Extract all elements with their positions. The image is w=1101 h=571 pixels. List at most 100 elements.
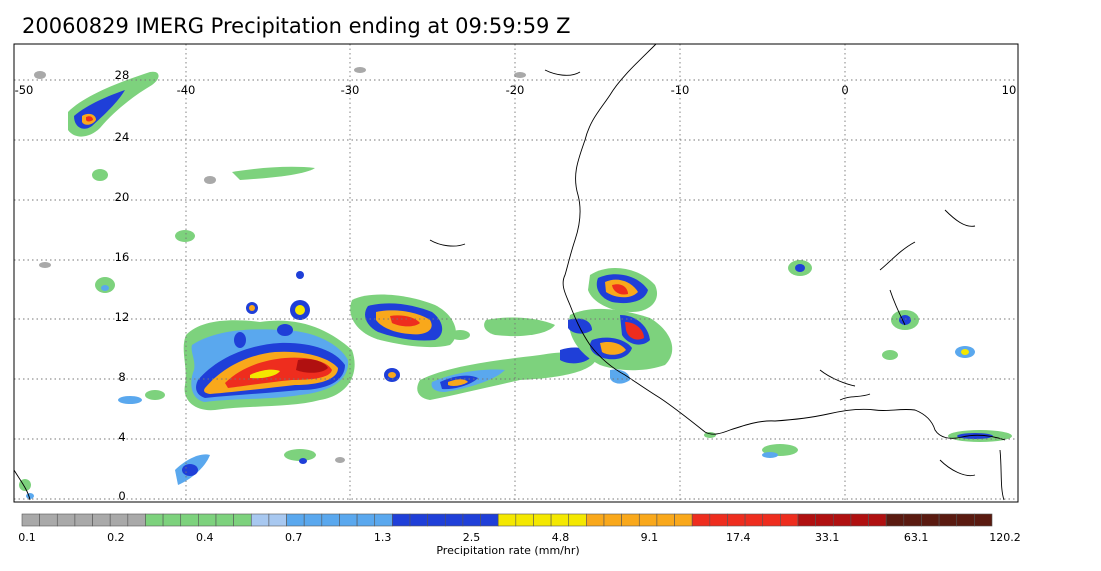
colorbar-swatch	[621, 513, 640, 527]
lat-label: 12	[115, 310, 130, 324]
colorbar-swatch	[762, 513, 781, 527]
colorbar-swatch	[638, 513, 658, 527]
lat-label: 20	[115, 190, 130, 204]
lon-label: -20	[506, 83, 525, 97]
lon-label: -30	[341, 83, 360, 97]
lon-label: 10	[1002, 83, 1017, 97]
colorbar-swatch	[586, 513, 605, 527]
colorbar-swatch	[780, 513, 799, 527]
rain-system-guinea	[568, 267, 673, 384]
colorbar-swatch	[903, 513, 922, 527]
rain-system-28w	[350, 294, 456, 348]
colorbar-swatch	[356, 513, 376, 527]
rain-system-north-atlantic	[68, 71, 159, 137]
colorbar-swatch	[956, 513, 975, 527]
colorbar-swatch	[215, 513, 234, 527]
colorbar-tick-label: 2.5	[463, 531, 481, 544]
rain-band-20w	[417, 317, 596, 400]
colorbar-swatch	[74, 513, 93, 527]
colorbar-swatch	[39, 513, 58, 527]
rain-system-central-atlantic	[183, 320, 355, 411]
colorbar-swatch	[339, 513, 358, 527]
colorbar-swatches	[21, 513, 993, 527]
colorbar-swatch	[198, 513, 217, 527]
colorbar-swatch	[162, 513, 182, 527]
colorbar-tick-label: 1.3	[374, 531, 392, 544]
colorbar-swatch	[444, 513, 464, 527]
colorbar-swatch	[727, 513, 746, 527]
lat-label: 0	[118, 489, 125, 503]
colorbar-swatch	[815, 513, 834, 527]
colorbar-swatch	[656, 513, 675, 527]
colorbar-swatch	[374, 513, 393, 527]
coastline	[14, 44, 1006, 501]
colorbar-swatch	[180, 513, 199, 527]
colorbar-swatch	[392, 513, 411, 527]
colorbar-swatch	[250, 513, 270, 527]
lat-label: 28	[115, 68, 130, 82]
colorbar-swatch	[127, 513, 146, 527]
colorbar-swatch	[145, 513, 164, 527]
colorbar-swatch	[885, 513, 905, 527]
colorbar-swatch	[832, 513, 852, 527]
colorbar-swatch	[868, 513, 887, 527]
colorbar-swatch	[462, 513, 481, 527]
colorbar-swatch	[603, 513, 622, 527]
colorbar-tick-label: 0.4	[196, 531, 214, 544]
colorbar-swatch	[709, 513, 728, 527]
rain-small-cells	[19, 67, 1012, 499]
lon-label: 0	[841, 83, 848, 97]
colorbar-swatch	[674, 513, 693, 527]
lon-label: -10	[671, 83, 690, 97]
colorbar-swatch	[21, 513, 40, 527]
colorbar-swatch	[233, 513, 252, 527]
colorbar-swatch	[286, 513, 305, 527]
colorbar-tick-label: 0.7	[285, 531, 303, 544]
lat-label: 16	[115, 250, 130, 264]
colorbar-tick-label: 9.1	[641, 531, 659, 544]
page-title: 20060829 IMERG Precipitation ending at 0…	[22, 14, 571, 38]
colorbar-swatch	[497, 513, 517, 527]
colorbar-tick-label: 33.1	[815, 531, 840, 544]
colorbar-swatch	[56, 513, 76, 527]
colorbar-swatch	[109, 513, 129, 527]
colorbar-swatch	[691, 513, 711, 527]
colorbar-swatch	[744, 513, 764, 527]
colorbar-tick-label: 63.1	[904, 531, 929, 544]
lat-tick-labels: 0 4 8 12 16 20 24 28	[115, 68, 130, 503]
colorbar-swatch	[550, 513, 570, 527]
colorbar-swatch	[268, 513, 287, 527]
lat-label: 4	[118, 430, 125, 444]
graticule	[14, 44, 1018, 502]
colorbar-tick-label: 17.4	[726, 531, 751, 544]
colorbar-tick-labels: 0.1 0.2 0.4 0.7 1.3 2.5 4.8 9.1 17.4 33.1 63.1 120.…	[18, 531, 1021, 544]
lon-label: -40	[177, 83, 196, 97]
colorbar-tick-label: 4.8	[552, 531, 570, 544]
colorbar-swatch	[568, 513, 587, 527]
lon-tick-labels: -50 -40 -30 -20 -10 0 10	[15, 83, 1017, 97]
lat-label: 8	[118, 370, 125, 384]
colorbar-swatch	[797, 513, 816, 527]
map-frame	[13, 43, 1019, 503]
colorbar-swatch	[938, 513, 958, 527]
colorbar-swatch	[480, 513, 499, 527]
colorbar-swatch	[515, 513, 534, 527]
colorbar-swatch	[321, 513, 340, 527]
colorbar-tick-label: 0.2	[107, 531, 125, 544]
colorbar-label: Precipitation rate (mm/hr)	[436, 544, 579, 557]
colorbar-swatch	[850, 513, 869, 527]
colorbar-swatch	[533, 513, 552, 527]
colorbar-tick-label: 0.1	[18, 531, 36, 544]
colorbar-swatch	[427, 513, 446, 527]
precipitation-field	[19, 67, 1012, 499]
lon-label: -50	[15, 83, 34, 97]
colorbar-tick-label: 120.2	[989, 531, 1021, 544]
lat-label: 24	[115, 130, 130, 144]
colorbar-swatch	[303, 513, 323, 527]
colorbar-swatch	[974, 513, 993, 527]
colorbar-swatch	[92, 513, 111, 527]
colorbar-swatch	[921, 513, 940, 527]
colorbar-swatch	[409, 513, 428, 527]
